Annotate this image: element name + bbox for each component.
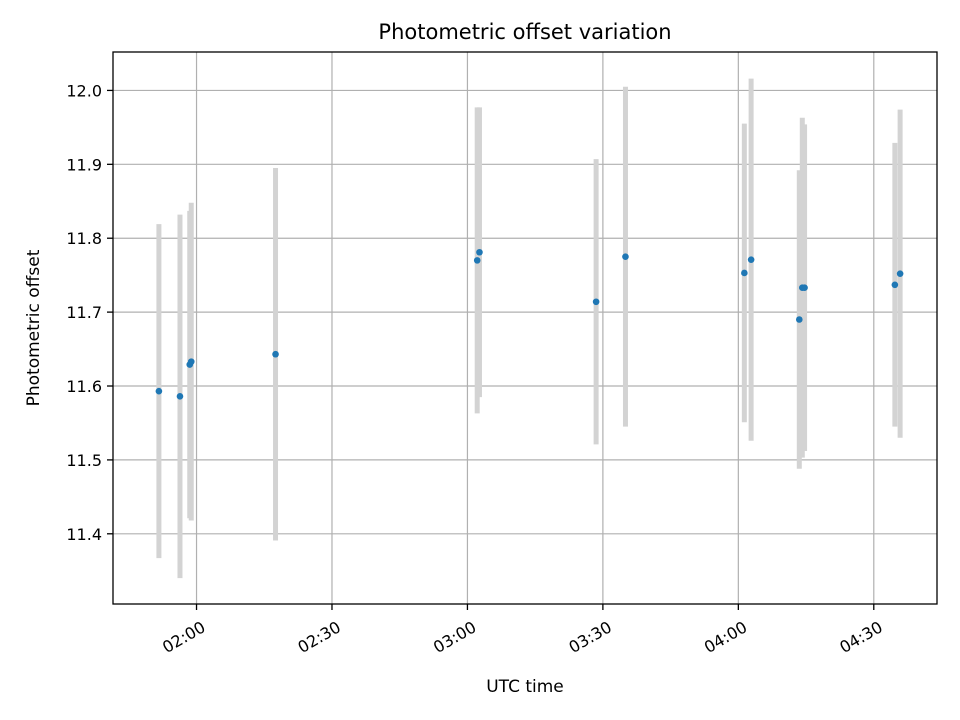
y-tick-label: 11.7 xyxy=(66,303,102,322)
y-tick-label: 11.8 xyxy=(66,229,102,248)
data-point xyxy=(476,248,483,256)
plot-frame xyxy=(112,51,938,605)
data-point xyxy=(473,257,481,264)
data-point xyxy=(155,387,163,395)
data-point xyxy=(747,256,755,263)
data-point xyxy=(795,316,803,323)
data-point xyxy=(272,350,279,358)
y-tick-label: 11.6 xyxy=(66,377,102,396)
y-tick-label: 11.4 xyxy=(66,525,102,544)
chart-title: Photometric offset variation xyxy=(378,20,671,44)
data-points xyxy=(155,248,904,400)
y-tick-label: 11.9 xyxy=(66,155,102,174)
data-point xyxy=(891,281,899,289)
y-tick-label: 11.5 xyxy=(66,451,102,470)
y-tick-label: 12.0 xyxy=(66,81,102,100)
data-point xyxy=(176,393,184,400)
data-point xyxy=(741,269,748,277)
data-point xyxy=(896,270,904,277)
data-point xyxy=(801,284,808,292)
x-axis-label: UTC time xyxy=(486,677,564,697)
data-point xyxy=(187,358,195,365)
data-point xyxy=(622,253,629,260)
data-point xyxy=(592,298,600,306)
y-axis-label: Photometric offset xyxy=(24,249,44,406)
